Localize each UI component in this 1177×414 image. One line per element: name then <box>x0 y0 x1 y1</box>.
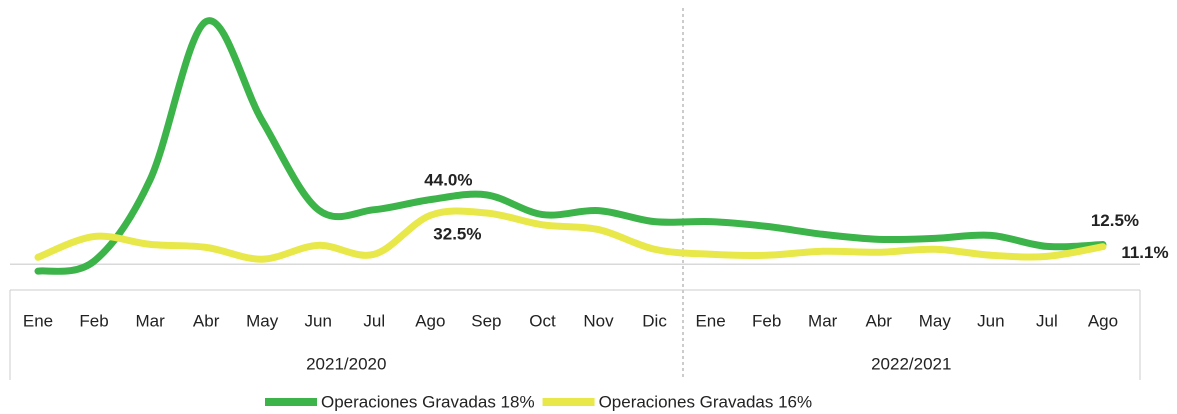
x-tick-label: Ago <box>1088 311 1118 330</box>
legend-label: Operaciones Gravadas 18% <box>321 392 535 411</box>
group-label: 2021/2020 <box>306 354 386 373</box>
x-tick-label: Jun <box>305 311 332 330</box>
group-label: 2022/2021 <box>871 354 951 373</box>
series-line <box>34 17 1107 275</box>
x-tick-label: Feb <box>79 311 108 330</box>
x-tick-label: Ene <box>23 311 53 330</box>
x-tick-label: Ago <box>415 311 445 330</box>
data-label: 11.1% <box>1121 243 1168 262</box>
series-line <box>34 207 1107 263</box>
x-tick-label: Dic <box>642 311 667 330</box>
x-tick-label: Mar <box>135 311 165 330</box>
legend-label: Operaciones Gravadas 16% <box>599 392 813 411</box>
data-label: 12.5% <box>1091 211 1139 230</box>
data-label: 32.5% <box>433 224 481 243</box>
x-tick-label: Jul <box>1036 311 1058 330</box>
x-tick-label: May <box>246 311 279 330</box>
x-tick-label: Abr <box>193 311 220 330</box>
x-tick-label: Jun <box>977 311 1004 330</box>
x-tick-label: Ene <box>695 311 725 330</box>
x-tick-label: Oct <box>529 311 556 330</box>
x-tick-label: Abr <box>866 311 893 330</box>
x-tick-label: Feb <box>752 311 781 330</box>
legend-swatch <box>542 398 595 406</box>
legend-swatch <box>265 398 317 406</box>
x-tick-label: Jul <box>363 311 385 330</box>
x-tick-label: Sep <box>471 311 501 330</box>
data-label: 44.0% <box>424 170 472 189</box>
x-tick-label: Nov <box>583 311 614 330</box>
x-tick-label: May <box>919 311 952 330</box>
x-tick-label: Mar <box>808 311 838 330</box>
